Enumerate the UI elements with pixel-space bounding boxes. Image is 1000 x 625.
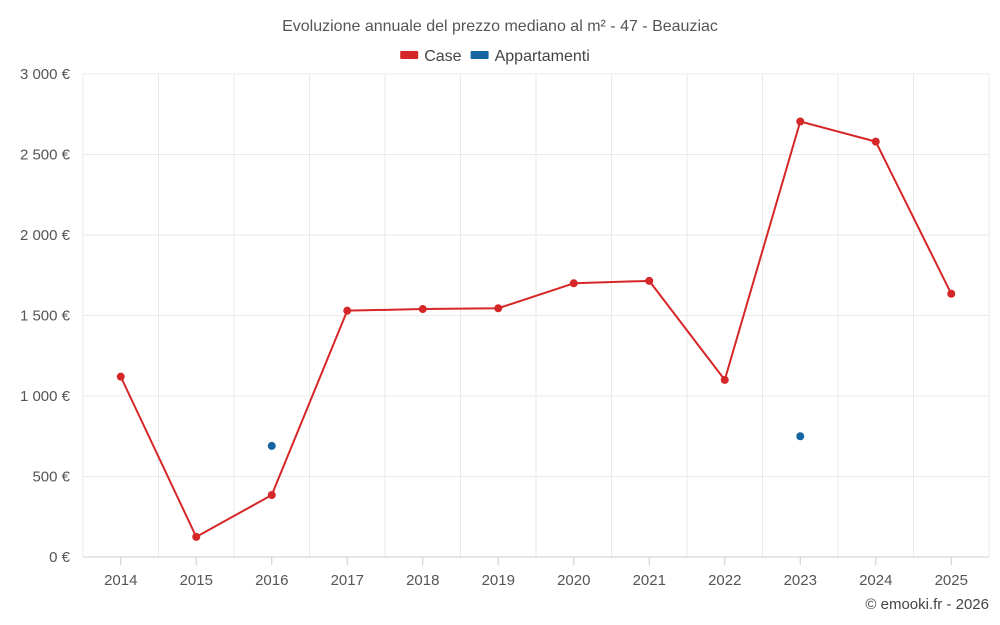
y-tick-label: 0 € <box>49 549 71 566</box>
y-tick-label: 3 000 € <box>20 66 71 83</box>
x-tick-label: 2020 <box>557 572 590 589</box>
data-point <box>645 276 654 285</box>
x-tick-label: 2016 <box>255 572 288 589</box>
legend: Case Appartamenti <box>400 48 590 65</box>
data-point <box>267 491 276 500</box>
x-tick-label: 2015 <box>180 572 213 589</box>
y-tick-label: 500 € <box>32 469 70 486</box>
y-tick-label: 2 000 € <box>20 227 71 244</box>
legend-item: Appartamenti <box>470 48 590 65</box>
legend-swatch <box>400 51 419 59</box>
x-tick-label: 2018 <box>406 572 439 589</box>
x-tick-label: 2017 <box>331 572 364 589</box>
data-point <box>796 432 805 441</box>
data-point <box>494 304 503 313</box>
credit-text: © emooki.fr - 2026 <box>865 596 989 613</box>
chart-title: Evoluzione annuale del prezzo mediano al… <box>282 18 718 35</box>
y-axis: 0 € 500 € 1 000 € 1 500 € 2 000 € 2 500 € 3 00… <box>20 66 71 566</box>
data-point <box>569 279 578 288</box>
series-appartamenti <box>267 432 805 450</box>
series <box>116 117 956 541</box>
grid <box>82 73 990 557</box>
data-point <box>796 117 805 126</box>
series-line <box>119 120 953 538</box>
y-tick-label: 1 500 € <box>20 308 71 325</box>
data-point <box>267 441 276 450</box>
x-tick-label: 2021 <box>633 572 666 589</box>
legend-item: Case <box>400 48 462 65</box>
legend-label: Case <box>424 48 461 65</box>
x-axis: 2014 2015 2016 2017 2018 2019 2020 2021 2022 2023… <box>83 556 989 589</box>
legend-swatch <box>470 51 489 59</box>
data-point <box>192 532 201 541</box>
x-tick-label: 2019 <box>482 572 515 589</box>
data-point <box>871 137 880 146</box>
data-point <box>343 306 352 315</box>
x-tick-label: 2024 <box>859 572 892 589</box>
data-point <box>116 372 125 381</box>
series-case <box>116 117 956 541</box>
legend-label: Appartamenti <box>495 48 590 65</box>
data-point <box>418 305 427 314</box>
x-tick-label: 2023 <box>784 572 817 589</box>
data-point <box>947 289 956 298</box>
x-tick-label: 2014 <box>104 572 137 589</box>
y-tick-label: 2 500 € <box>20 147 71 164</box>
data-point <box>720 375 729 384</box>
y-tick-label: 1 000 € <box>20 388 71 405</box>
x-tick-label: 2022 <box>708 572 741 589</box>
x-tick-label: 2025 <box>935 572 968 589</box>
